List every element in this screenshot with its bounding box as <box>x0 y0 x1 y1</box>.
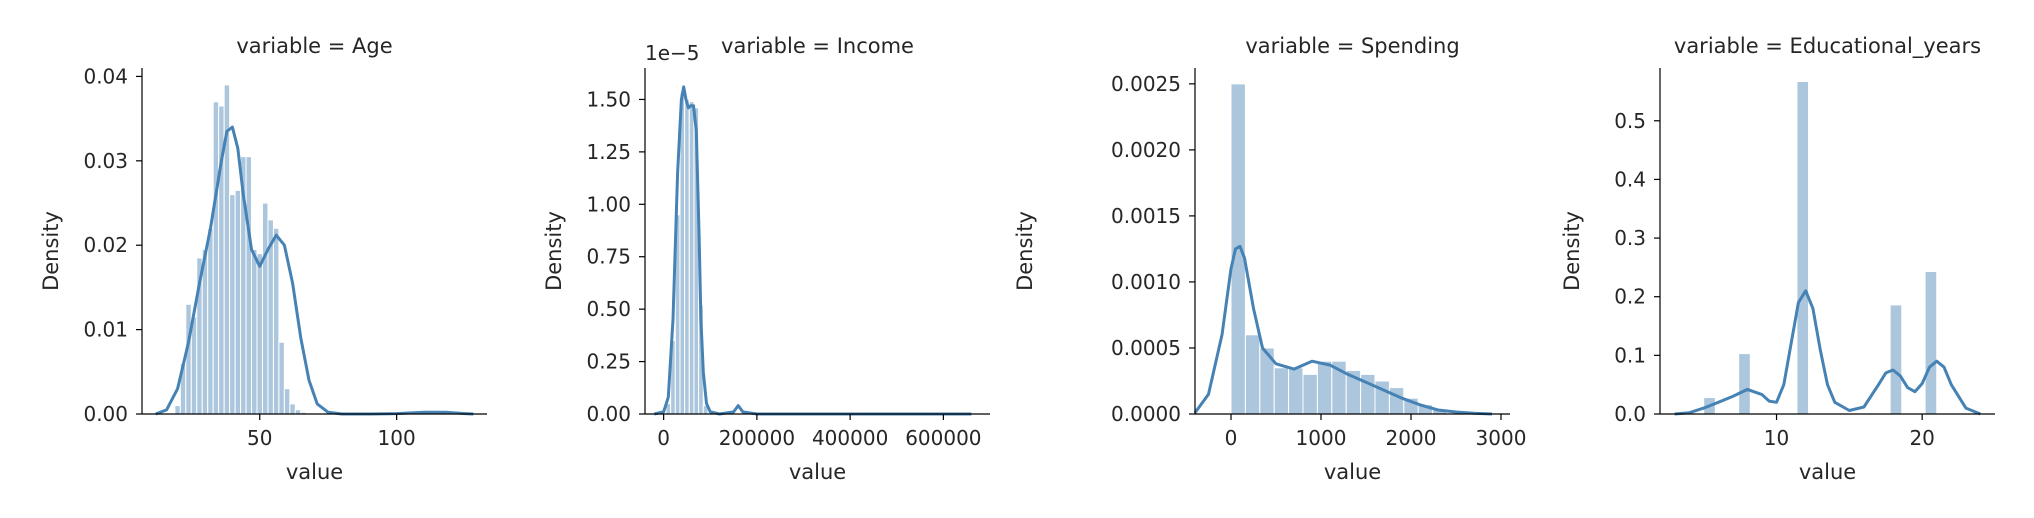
y-tick-label: 0.00 <box>83 402 128 426</box>
histogram-bar <box>1316 360 1333 415</box>
subplot-1: 0.00 0.01 0.02 0.03 0.04 50 100 variable = Age v… <box>39 34 487 484</box>
x-tick-label: 3000 <box>1476 426 1527 450</box>
y-tick-label: 0.0025 <box>1111 72 1181 96</box>
y-tick-label: 1.25 <box>586 140 631 164</box>
kde-line <box>1193 244 1493 416</box>
y-tick-label: 0.50 <box>586 297 631 321</box>
y-tick-label: 0.4 <box>1614 167 1646 191</box>
subplot-title: variable = Educational_years <box>1674 34 1981 59</box>
y-tick-label: 0.0 <box>1614 402 1646 426</box>
x-axis-label: value <box>286 460 343 484</box>
histogram-bar <box>1244 334 1261 415</box>
histogram-bar <box>1924 270 1938 415</box>
y-tick-label: 0.04 <box>83 64 128 88</box>
y-tick-label: 0.01 <box>83 318 128 342</box>
y-tick-label: 0.1 <box>1614 343 1646 367</box>
histogram-bar <box>283 388 291 415</box>
x-axis-label: value <box>1799 460 1856 484</box>
histogram-bar <box>234 189 242 415</box>
subplot-3: 0.0000 0.0005 0.0010 0.0015 0.0020 0.0025 0 100… <box>1013 34 1526 484</box>
y-offset-label: 1e−5 <box>645 41 700 65</box>
histogram-bar <box>684 98 690 415</box>
histogram-bar <box>1273 367 1290 415</box>
y-tick-label: 0.02 <box>83 233 128 257</box>
x-axis-label: value <box>1324 460 1381 484</box>
histogram-bar <box>261 202 269 415</box>
y-tick-label: 0.3 <box>1614 226 1646 250</box>
histogram-bar <box>1738 353 1751 415</box>
histogram-bar <box>688 101 695 415</box>
y-tick-label: 0.0020 <box>1111 138 1181 162</box>
histogram-bar <box>207 227 214 415</box>
histogram <box>1230 83 1448 415</box>
histogram-bar <box>278 341 285 415</box>
histogram-bar <box>1796 80 1810 415</box>
subplot-4: 0.0 0.1 0.2 0.3 0.4 0.5 10 20 variable = Educati… <box>1560 34 1995 484</box>
histogram-bar <box>1388 387 1405 415</box>
y-tick-label: 0.03 <box>83 149 128 173</box>
x-tick-label: 600000 <box>905 426 981 450</box>
y-axis-label: Density <box>1560 211 1584 291</box>
y-tick-label: 0.00 <box>586 402 631 426</box>
subplot-title: variable = Income <box>721 34 914 58</box>
y-tick-label: 0.0005 <box>1111 336 1181 360</box>
y-axis-label: Density <box>542 211 566 291</box>
histogram <box>665 92 709 415</box>
x-axis-label: value <box>789 460 846 484</box>
kde-line <box>653 85 972 416</box>
histogram-bar <box>245 156 253 415</box>
histogram-bar <box>251 248 258 415</box>
y-tick-label: 0.0000 <box>1111 402 1181 426</box>
histogram-bar <box>190 316 198 415</box>
histogram-bar <box>185 303 192 415</box>
histogram-bar <box>174 405 181 415</box>
x-tick-label: 0 <box>1225 426 1238 450</box>
subplot-title: variable = Spending <box>1245 34 1459 58</box>
subplot-2: 0.00 0.25 0.50 0.75 1.00 1.25 1.50 0 200000 40000… <box>542 34 990 484</box>
x-tick-label: 200000 <box>719 426 795 450</box>
y-tick-label: 1.50 <box>586 87 631 111</box>
histogram-bar <box>1288 367 1304 415</box>
x-tick-label: 10 <box>1764 426 1789 450</box>
histogram-bar <box>1889 304 1903 415</box>
kde-line <box>1674 289 1981 416</box>
x-tick-label: 2000 <box>1386 426 1437 450</box>
histogram-bar <box>256 253 263 415</box>
x-tick-label: 20 <box>1909 426 1934 450</box>
y-tick-label: 0.2 <box>1614 285 1646 309</box>
subplot-title: variable = Age <box>236 34 392 58</box>
histogram-bar <box>1302 373 1318 415</box>
y-tick-label: 1.00 <box>586 192 631 216</box>
x-tick-label: 400000 <box>812 426 888 450</box>
y-axis-label: Density <box>1013 211 1037 291</box>
histogram <box>174 84 324 415</box>
histogram-bar <box>212 101 220 415</box>
y-axis-label: Density <box>39 211 63 291</box>
histogram-bar <box>201 248 209 415</box>
x-tick-label: 50 <box>247 426 272 450</box>
histogram <box>1703 80 1938 415</box>
x-tick-label: 100 <box>378 426 416 450</box>
x-tick-label: 1000 <box>1296 426 1347 450</box>
y-tick-label: 0.75 <box>586 245 631 269</box>
y-tick-label: 0.0010 <box>1111 270 1181 294</box>
x-tick-label: 0 <box>657 426 670 450</box>
y-tick-label: 0.25 <box>586 350 631 374</box>
histogram-bar <box>289 403 296 415</box>
histogram-bar <box>229 194 236 415</box>
y-tick-label: 0.5 <box>1614 109 1646 133</box>
histogram-bar <box>294 409 302 415</box>
y-tick-label: 0.0015 <box>1111 204 1181 228</box>
histogram-bar <box>272 227 280 415</box>
